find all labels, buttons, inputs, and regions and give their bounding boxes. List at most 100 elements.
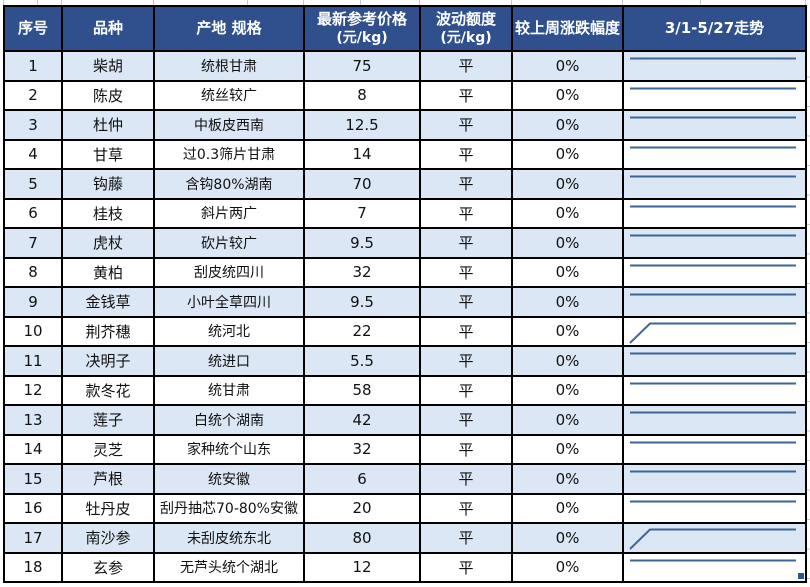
cell-price[interactable]: 12.5: [303, 109, 421, 141]
cell-price[interactable]: 9.5: [303, 227, 421, 259]
cell-price[interactable]: 7: [303, 197, 421, 229]
cell-price[interactable]: 5.5: [303, 345, 421, 377]
cell-spec[interactable]: 无芦头统个湖北: [153, 551, 305, 583]
cell-price[interactable]: 9.5: [303, 286, 421, 318]
cell-fluct[interactable]: 平: [419, 433, 513, 465]
cell-trend[interactable]: [622, 345, 807, 377]
cell-name[interactable]: 甘草: [61, 138, 155, 170]
cell-no[interactable]: 9: [3, 286, 63, 318]
cell-price[interactable]: 70: [303, 168, 421, 200]
cell-trend[interactable]: [622, 109, 807, 141]
cell-trend[interactable]: [622, 433, 807, 465]
cell-spec[interactable]: 白统个湖南: [153, 404, 305, 436]
cell-fluct[interactable]: 平: [419, 522, 513, 554]
cell-price[interactable]: 20: [303, 492, 421, 524]
cell-no[interactable]: 8: [3, 256, 63, 288]
cell-name[interactable]: 决明子: [61, 345, 155, 377]
cell-name[interactable]: 钩藤: [61, 168, 155, 200]
cell-trend[interactable]: [622, 286, 807, 318]
cell-spec[interactable]: 家种统个山东: [153, 433, 305, 465]
cell-spec[interactable]: 统甘肃: [153, 374, 305, 406]
cell-spec[interactable]: 刮皮统四川: [153, 256, 305, 288]
cell-fluct[interactable]: 平: [419, 463, 513, 495]
cell-fluct[interactable]: 平: [419, 79, 513, 111]
cell-name[interactable]: 杜仲: [61, 109, 155, 141]
cell-change[interactable]: 0%: [511, 109, 624, 141]
cell-spec[interactable]: 砍片较广: [153, 227, 305, 259]
column-header-fluct[interactable]: 波动额度 (元/kg): [419, 5, 513, 52]
cell-spec[interactable]: 统进口: [153, 345, 305, 377]
cell-price[interactable]: 32: [303, 433, 421, 465]
cell-trend[interactable]: [622, 315, 807, 347]
cell-fluct[interactable]: 平: [419, 109, 513, 141]
cell-change[interactable]: 0%: [511, 345, 624, 377]
cell-change[interactable]: 0%: [511, 374, 624, 406]
cell-name[interactable]: 陈皮: [61, 79, 155, 111]
cell-change[interactable]: 0%: [511, 492, 624, 524]
excel-fill-handle[interactable]: [797, 572, 805, 580]
cell-trend[interactable]: [622, 138, 807, 170]
cell-trend[interactable]: [622, 168, 807, 200]
cell-price[interactable]: 22: [303, 315, 421, 347]
cell-spec[interactable]: 小叶全草四川: [153, 286, 305, 318]
cell-fluct[interactable]: 平: [419, 492, 513, 524]
cell-spec[interactable]: 刮丹抽芯70-80%安徽: [153, 492, 305, 524]
cell-fluct[interactable]: 平: [419, 315, 513, 347]
cell-fluct[interactable]: 平: [419, 286, 513, 318]
cell-spec[interactable]: 统安徽: [153, 463, 305, 495]
cell-no[interactable]: 1: [3, 50, 63, 82]
cell-name[interactable]: 柴胡: [61, 50, 155, 82]
cell-trend[interactable]: [622, 522, 807, 554]
cell-trend[interactable]: [622, 374, 807, 406]
cell-spec[interactable]: 统根甘肃: [153, 50, 305, 82]
cell-change[interactable]: 0%: [511, 286, 624, 318]
cell-no[interactable]: 4: [3, 138, 63, 170]
cell-trend[interactable]: [622, 551, 807, 583]
cell-name[interactable]: 黄柏: [61, 256, 155, 288]
cell-name[interactable]: 金钱草: [61, 286, 155, 318]
cell-trend[interactable]: [622, 404, 807, 436]
cell-name[interactable]: 款冬花: [61, 374, 155, 406]
cell-fluct[interactable]: 平: [419, 345, 513, 377]
cell-price[interactable]: 6: [303, 463, 421, 495]
cell-spec[interactable]: 未刮皮统东北: [153, 522, 305, 554]
cell-trend[interactable]: [622, 79, 807, 111]
cell-fluct[interactable]: 平: [419, 50, 513, 82]
cell-change[interactable]: 0%: [511, 433, 624, 465]
cell-fluct[interactable]: 平: [419, 551, 513, 583]
cell-spec[interactable]: 统丝较广: [153, 79, 305, 111]
cell-change[interactable]: 0%: [511, 315, 624, 347]
cell-spec[interactable]: 过0.3筛片甘肃: [153, 138, 305, 170]
cell-trend[interactable]: [622, 492, 807, 524]
cell-name[interactable]: 牡丹皮: [61, 492, 155, 524]
cell-name[interactable]: 芦根: [61, 463, 155, 495]
column-header-no[interactable]: 序号: [3, 5, 63, 52]
cell-trend[interactable]: [622, 463, 807, 495]
cell-change[interactable]: 0%: [511, 197, 624, 229]
cell-fluct[interactable]: 平: [419, 197, 513, 229]
cell-spec[interactable]: 中板皮西南: [153, 109, 305, 141]
cell-price[interactable]: 80: [303, 522, 421, 554]
column-header-price[interactable]: 最新参考价格 (元/kg): [303, 5, 421, 52]
column-header-name[interactable]: 品种: [61, 5, 155, 52]
cell-change[interactable]: 0%: [511, 256, 624, 288]
cell-price[interactable]: 8: [303, 79, 421, 111]
cell-no[interactable]: 11: [3, 345, 63, 377]
cell-change[interactable]: 0%: [511, 50, 624, 82]
cell-price[interactable]: 14: [303, 138, 421, 170]
cell-no[interactable]: 5: [3, 168, 63, 200]
cell-name[interactable]: 南沙参: [61, 522, 155, 554]
column-header-spec[interactable]: 产地 规格: [153, 5, 305, 52]
cell-change[interactable]: 0%: [511, 79, 624, 111]
cell-trend[interactable]: [622, 50, 807, 82]
cell-name[interactable]: 虎杖: [61, 227, 155, 259]
cell-price[interactable]: 42: [303, 404, 421, 436]
cell-spec[interactable]: 含钩80%湖南: [153, 168, 305, 200]
cell-no[interactable]: 7: [3, 227, 63, 259]
cell-change[interactable]: 0%: [511, 227, 624, 259]
cell-fluct[interactable]: 平: [419, 138, 513, 170]
cell-fluct[interactable]: 平: [419, 404, 513, 436]
cell-no[interactable]: 16: [3, 492, 63, 524]
cell-no[interactable]: 15: [3, 463, 63, 495]
cell-change[interactable]: 0%: [511, 551, 624, 583]
